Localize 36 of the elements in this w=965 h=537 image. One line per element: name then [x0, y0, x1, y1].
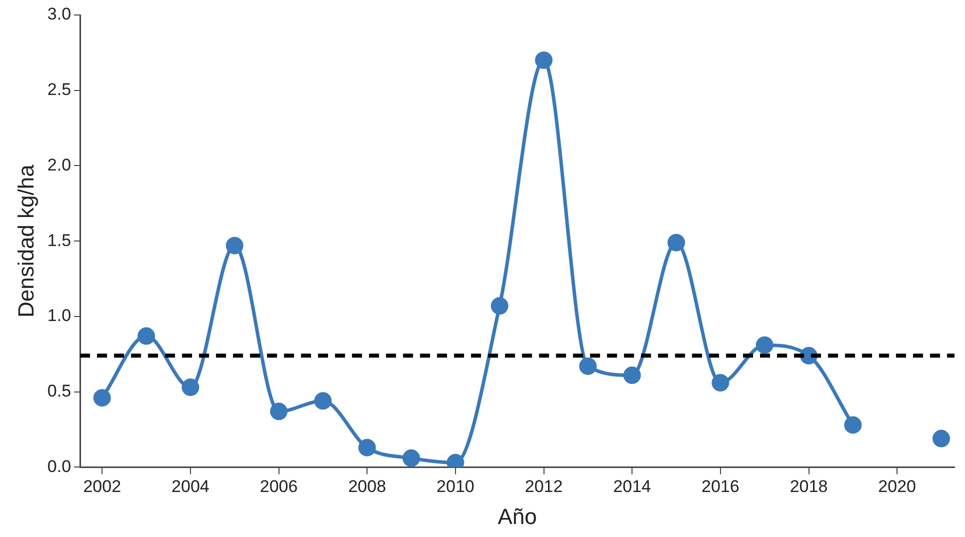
- x-tick-label: 2008: [348, 477, 386, 496]
- y-tick-label: 1.0: [47, 306, 72, 326]
- point: [93, 389, 111, 407]
- point: [844, 416, 862, 434]
- y-tick-label: 1.5: [47, 230, 72, 250]
- x-tick-label: 2004: [172, 477, 210, 496]
- point: [579, 357, 597, 375]
- point: [712, 374, 730, 392]
- point: [623, 366, 641, 384]
- point: [535, 51, 553, 69]
- y-axis-title: Densidad kg/ha: [13, 164, 38, 318]
- point: [358, 438, 376, 456]
- point: [226, 236, 244, 254]
- y-tick-label: 3.0: [47, 4, 72, 24]
- x-tick-label: 2018: [790, 477, 828, 496]
- y-tick-label: 2.0: [47, 155, 72, 174]
- point: [490, 297, 508, 315]
- x-tick-label: 2002: [83, 477, 122, 496]
- x-tick-label: 2012: [524, 477, 563, 496]
- point: [756, 336, 774, 354]
- point: [270, 402, 288, 420]
- x-tick-label: 2010: [436, 477, 474, 496]
- point: [138, 327, 156, 345]
- point: [314, 392, 332, 410]
- x-tick-label: 2014: [613, 477, 652, 496]
- y-tick-label: 2.5: [47, 80, 72, 100]
- x-tick-label: 2016: [702, 477, 740, 496]
- point: [402, 449, 420, 467]
- y-tick-label: 0.0: [47, 456, 72, 476]
- y-tick-label: 0.5: [47, 382, 72, 401]
- point: [182, 378, 200, 396]
- x-tick-label: 2006: [260, 477, 298, 496]
- x-axis-title: Año: [498, 504, 537, 529]
- point: [932, 430, 950, 448]
- point: [668, 234, 686, 252]
- x-tick-label: 2020: [878, 477, 916, 496]
